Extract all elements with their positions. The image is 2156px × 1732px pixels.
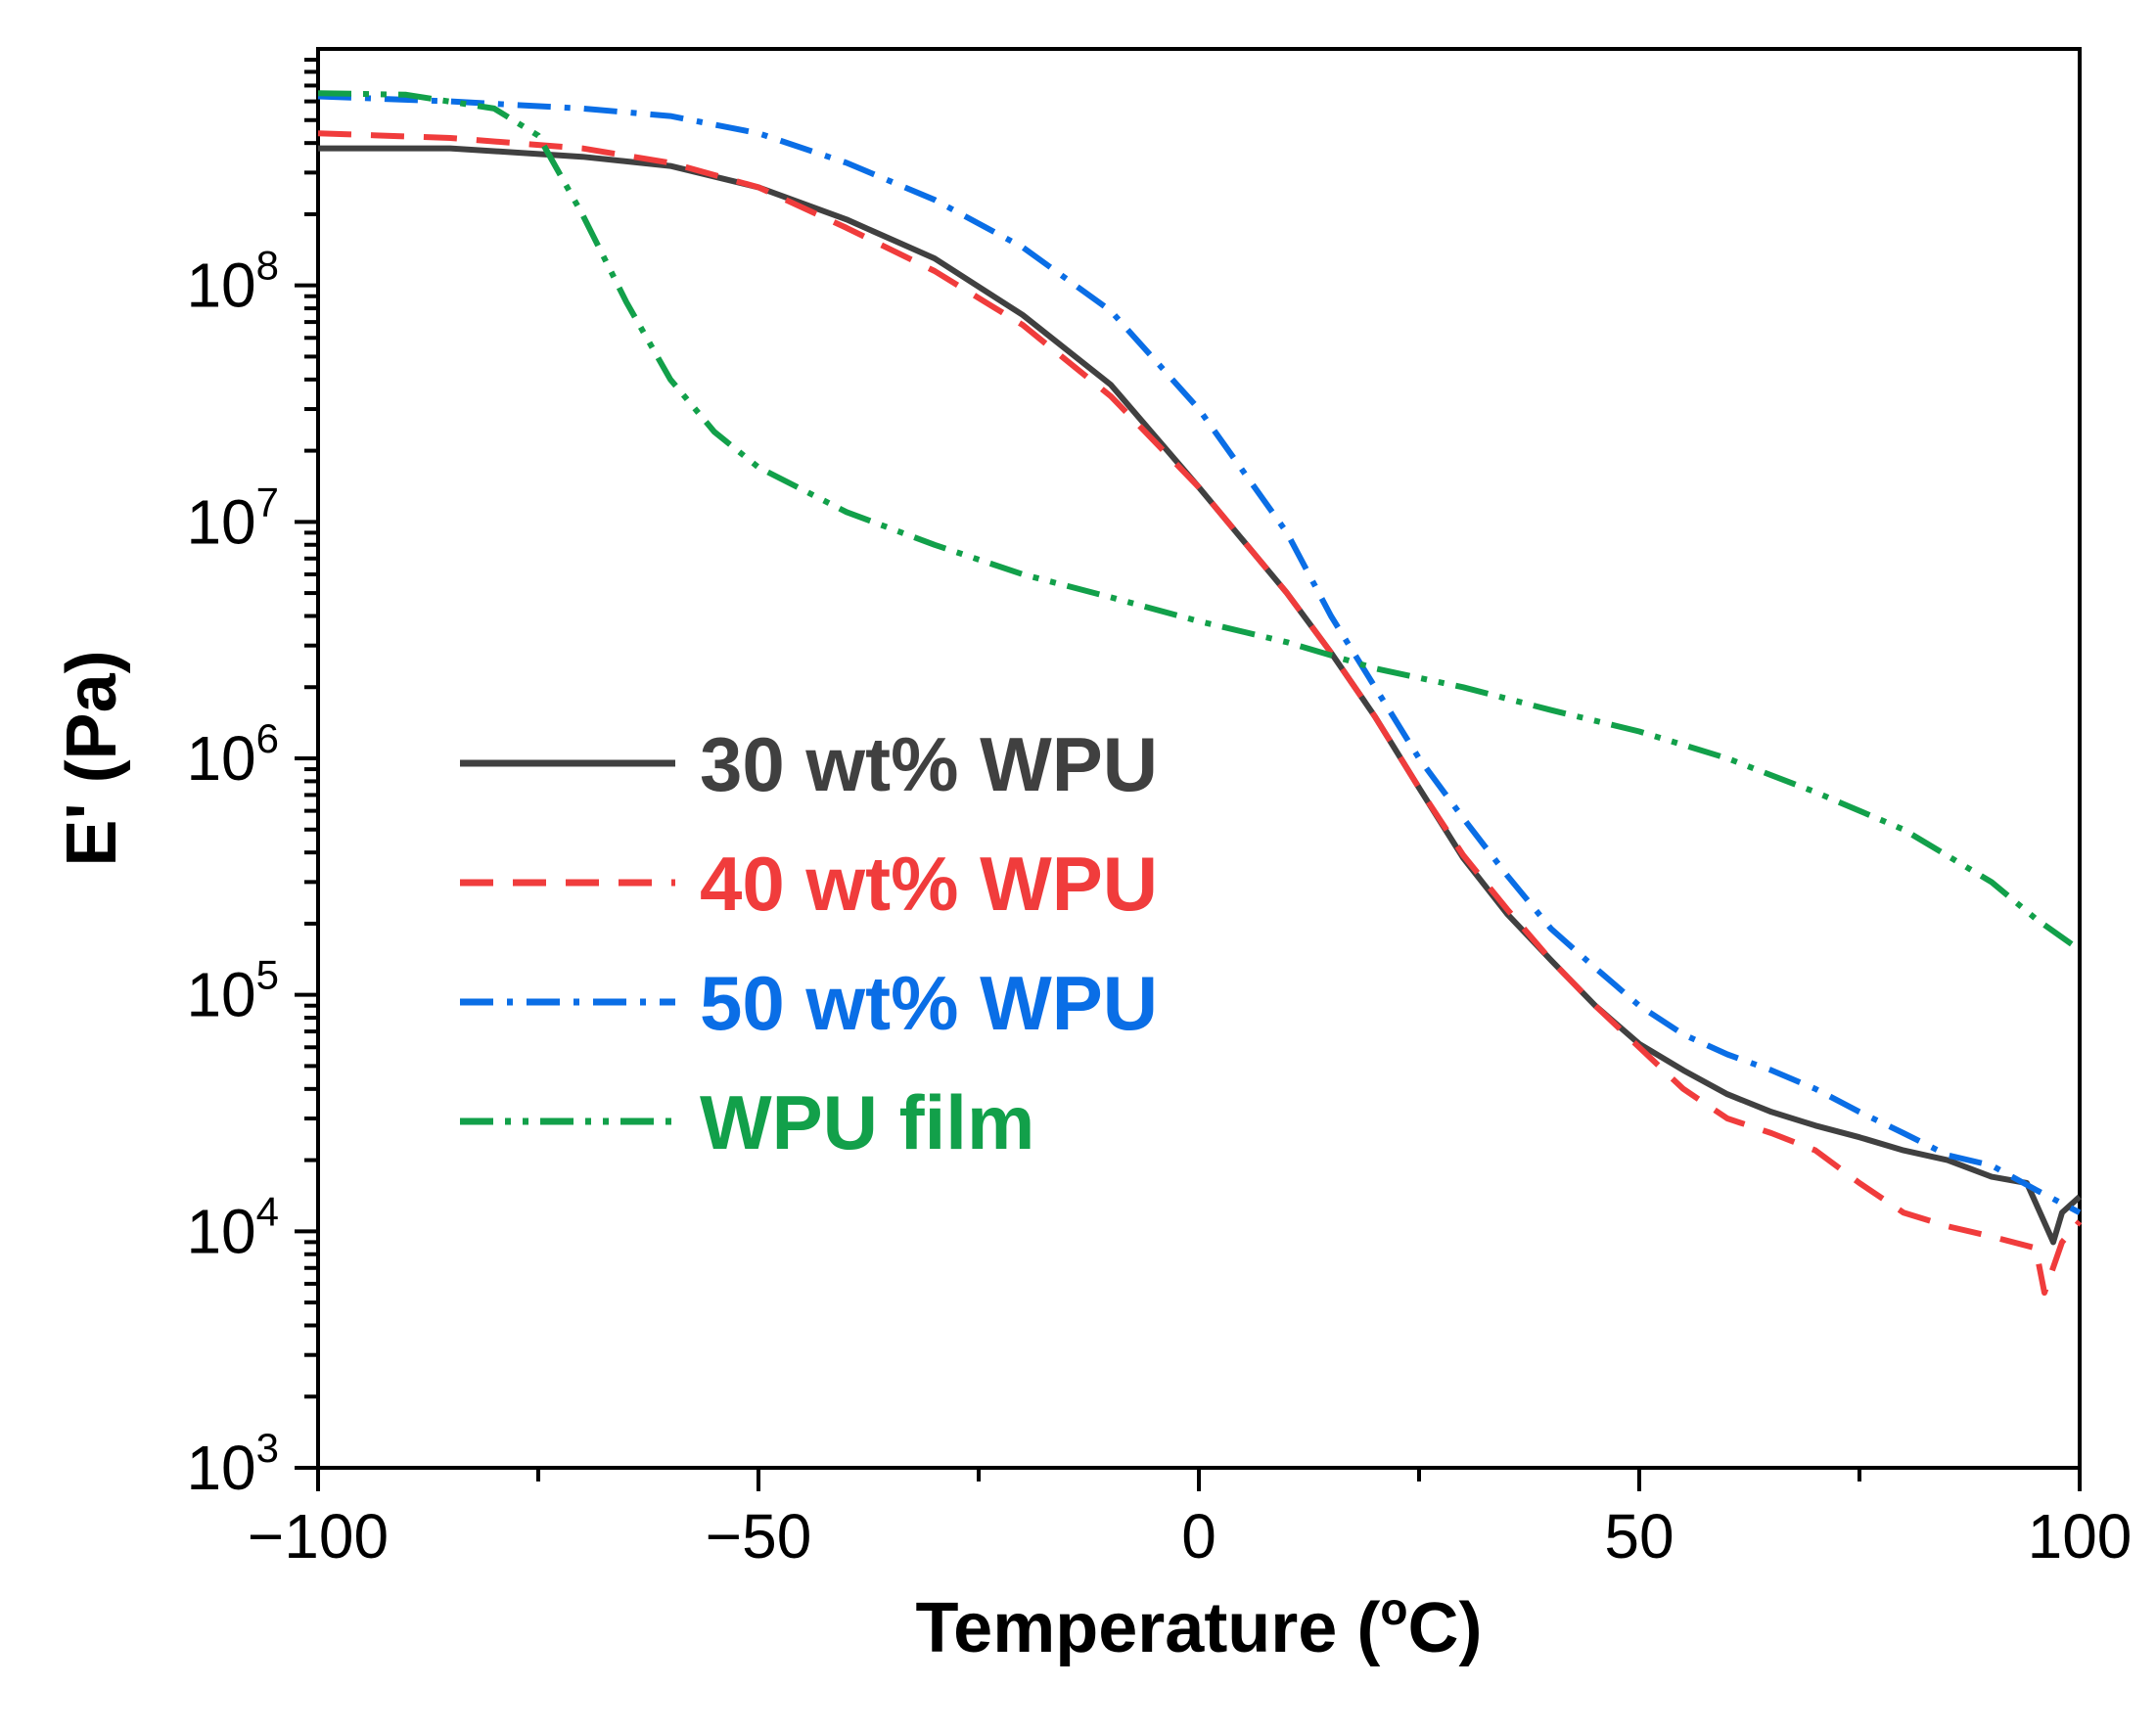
legend-label-3: 50 wt% WPU [700,960,1158,1046]
plot-frame [316,47,2082,1470]
series-line-1 [318,145,2083,1246]
x-tick-label: −100 [248,1501,389,1572]
x-tick-label: 100 [2028,1501,2133,1572]
y-tick-label: 107 [186,479,279,557]
y-tick-label: 106 [186,715,279,794]
y-tick-label: 108 [186,243,279,321]
x-tick-label: 50 [1604,1501,1674,1572]
x-axis: −100 −50 0 50 100 [248,1468,2133,1572]
series-line-2 [317,130,2083,1297]
legend-label-1: 30 wt% WPU [700,721,1158,807]
series-layer [317,90,2083,1297]
x-axis-title-end: C) [1407,1589,1482,1667]
legend: 30 wt% WPU 40 wt% WPU 50 wt% WPU WPU film [460,721,1158,1165]
x-tick-label: 0 [1181,1501,1216,1572]
legend-label-2: 40 wt% WPU [700,841,1158,927]
x-tick-label: −50 [706,1501,812,1572]
legend-label-4: WPU film [700,1079,1034,1165]
y-axis: 103 104 105 106 107 108 [186,58,318,1503]
x-axis-title: Temperature (oC) [916,1583,1483,1667]
x-axis-title-superscript: o [1380,1583,1407,1634]
y-tick-label: 105 [186,952,279,1030]
y-tick-label: 103 [186,1425,279,1503]
y-tick-label: 104 [186,1188,279,1266]
y-axis-title: E' (Pa) [53,650,131,866]
series-line-4 [317,90,2082,953]
series-line-3 [317,93,2082,1215]
